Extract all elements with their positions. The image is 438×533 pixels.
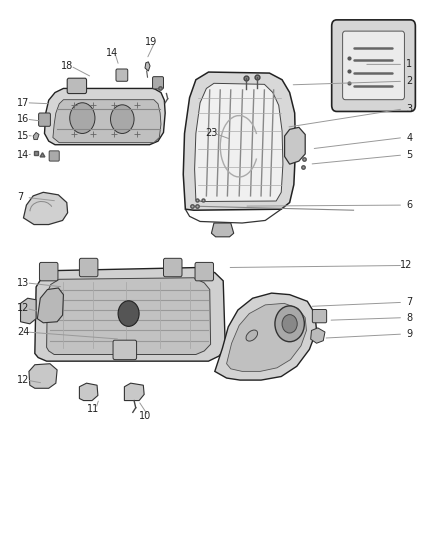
Polygon shape bbox=[53, 100, 161, 143]
Text: 12: 12 bbox=[17, 303, 29, 313]
Text: 16: 16 bbox=[17, 114, 29, 124]
Polygon shape bbox=[145, 62, 150, 71]
Polygon shape bbox=[311, 328, 325, 343]
Polygon shape bbox=[37, 288, 64, 323]
Text: 14: 14 bbox=[17, 150, 29, 160]
Polygon shape bbox=[29, 364, 57, 388]
Text: 4: 4 bbox=[406, 133, 413, 142]
FancyBboxPatch shape bbox=[49, 151, 59, 161]
Polygon shape bbox=[46, 278, 211, 354]
Ellipse shape bbox=[246, 330, 258, 341]
FancyBboxPatch shape bbox=[116, 69, 128, 81]
Polygon shape bbox=[24, 192, 67, 224]
Text: 23: 23 bbox=[205, 128, 218, 139]
Text: 9: 9 bbox=[406, 329, 413, 339]
Text: 2: 2 bbox=[406, 76, 413, 86]
Polygon shape bbox=[183, 72, 296, 210]
Polygon shape bbox=[21, 298, 36, 324]
Text: 10: 10 bbox=[139, 411, 152, 421]
Polygon shape bbox=[35, 268, 225, 361]
Text: 17: 17 bbox=[17, 98, 29, 108]
Circle shape bbox=[118, 301, 139, 326]
Text: 14: 14 bbox=[106, 47, 118, 58]
Text: 11: 11 bbox=[87, 403, 99, 414]
Text: 8: 8 bbox=[406, 313, 413, 322]
FancyBboxPatch shape bbox=[113, 340, 137, 360]
Text: 7: 7 bbox=[17, 192, 23, 203]
Polygon shape bbox=[226, 303, 307, 372]
Text: 15: 15 bbox=[17, 131, 29, 141]
FancyBboxPatch shape bbox=[163, 259, 182, 277]
Text: 24: 24 bbox=[17, 327, 29, 337]
Circle shape bbox=[110, 105, 134, 133]
Polygon shape bbox=[45, 88, 165, 145]
Polygon shape bbox=[124, 383, 144, 401]
Circle shape bbox=[275, 306, 304, 342]
Text: 18: 18 bbox=[61, 61, 74, 71]
FancyBboxPatch shape bbox=[79, 259, 98, 277]
Polygon shape bbox=[285, 127, 305, 164]
Text: 12: 12 bbox=[400, 261, 413, 270]
Polygon shape bbox=[215, 293, 317, 380]
FancyBboxPatch shape bbox=[343, 31, 404, 100]
Text: 12: 12 bbox=[17, 375, 29, 385]
FancyBboxPatch shape bbox=[67, 78, 87, 94]
FancyBboxPatch shape bbox=[312, 310, 327, 323]
Text: 7: 7 bbox=[406, 297, 413, 308]
Circle shape bbox=[282, 314, 297, 333]
FancyBboxPatch shape bbox=[152, 77, 163, 89]
Polygon shape bbox=[79, 383, 98, 401]
FancyBboxPatch shape bbox=[195, 262, 214, 281]
Polygon shape bbox=[33, 132, 39, 140]
FancyBboxPatch shape bbox=[39, 113, 50, 126]
Text: 6: 6 bbox=[406, 200, 413, 210]
Circle shape bbox=[70, 103, 95, 133]
FancyBboxPatch shape bbox=[332, 20, 415, 111]
Text: 3: 3 bbox=[406, 104, 413, 114]
Polygon shape bbox=[212, 223, 234, 237]
Text: 5: 5 bbox=[406, 150, 413, 160]
Polygon shape bbox=[194, 83, 283, 201]
FancyBboxPatch shape bbox=[39, 262, 58, 281]
Text: 13: 13 bbox=[17, 278, 29, 288]
Text: 1: 1 bbox=[406, 59, 413, 69]
Text: 19: 19 bbox=[145, 37, 158, 47]
